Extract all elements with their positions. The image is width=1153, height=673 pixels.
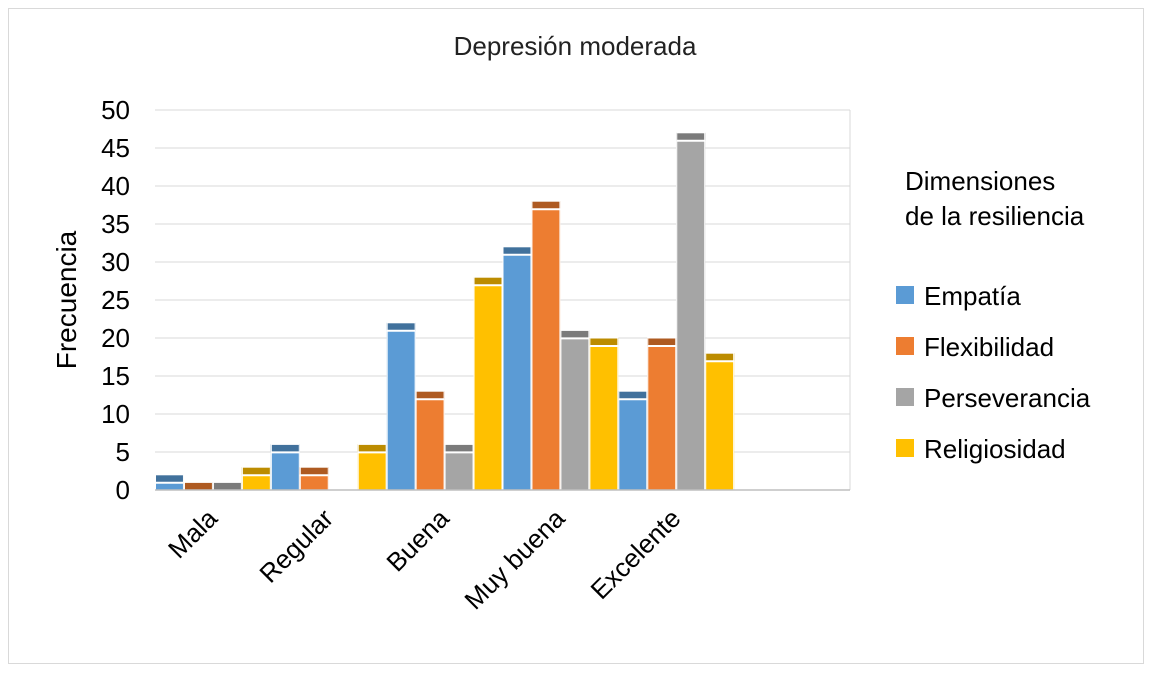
bar-cap bbox=[705, 353, 735, 362]
bar-body bbox=[705, 353, 735, 490]
x-tick-label: Regular bbox=[253, 503, 339, 589]
bar-cap bbox=[444, 444, 474, 453]
bar-cap bbox=[183, 482, 213, 490]
bar bbox=[299, 466, 329, 491]
bar-body bbox=[560, 330, 590, 490]
bar-body bbox=[589, 338, 619, 490]
legend-item: Religiosidad bbox=[896, 434, 1066, 464]
bar bbox=[270, 443, 300, 491]
y-tick-label: 5 bbox=[116, 437, 130, 467]
bar bbox=[531, 200, 561, 491]
bar bbox=[357, 443, 387, 491]
legend-label: Religiosidad bbox=[924, 434, 1066, 464]
legend: Dimensiones de la resiliencia Empatía Fle… bbox=[896, 166, 1091, 464]
y-tick-label: 25 bbox=[101, 285, 130, 315]
y-axis-ticks: 0 5 10 15 20 25 30 35 40 45 50 bbox=[101, 95, 130, 505]
bar bbox=[647, 337, 677, 491]
legend-title-line-1: Dimensiones bbox=[905, 166, 1055, 196]
chart-title: Depresión moderada bbox=[454, 31, 697, 61]
legend-swatch bbox=[896, 388, 914, 406]
y-tick-label: 15 bbox=[101, 361, 130, 391]
bar bbox=[155, 474, 184, 491]
legend-swatch bbox=[896, 286, 914, 304]
bar-cap bbox=[212, 482, 242, 490]
bar-body bbox=[647, 338, 677, 490]
bar-cap bbox=[531, 201, 561, 210]
bar bbox=[241, 466, 271, 491]
bar-cap bbox=[386, 322, 416, 331]
legend-item: Flexibilidad bbox=[896, 332, 1054, 362]
bar-cap bbox=[502, 246, 532, 255]
x-tick-label: Excelente bbox=[585, 503, 687, 605]
bar-cap bbox=[241, 467, 271, 476]
legend-item: Perseverancia bbox=[896, 383, 1091, 413]
x-tick-label: Muy buena bbox=[458, 503, 571, 616]
bar-cap bbox=[357, 444, 387, 453]
bar-body bbox=[502, 246, 532, 490]
bar bbox=[415, 390, 445, 491]
bars bbox=[155, 132, 735, 491]
y-axis-title: Frecuencia bbox=[51, 230, 82, 369]
y-tick-label: 40 bbox=[101, 171, 130, 201]
bar-cap bbox=[473, 277, 503, 286]
bar bbox=[560, 329, 590, 491]
bar-cap bbox=[676, 132, 706, 141]
bar-cap bbox=[155, 474, 184, 483]
bar bbox=[502, 246, 532, 491]
legend-title-line-2: de la resiliencia bbox=[905, 201, 1085, 231]
bar-body bbox=[386, 322, 416, 490]
bar-cap bbox=[270, 444, 300, 453]
y-tick-label: 35 bbox=[101, 209, 130, 239]
bar-cap bbox=[560, 330, 590, 339]
bar-cap bbox=[299, 467, 329, 476]
bar-body bbox=[676, 132, 706, 491]
bar bbox=[444, 443, 474, 491]
bar-cap bbox=[415, 391, 445, 400]
bar-cap bbox=[647, 338, 677, 346]
legend-label: Flexibilidad bbox=[924, 332, 1054, 362]
x-tick-label: Buena bbox=[380, 503, 455, 578]
x-tick-label: Mala bbox=[162, 503, 223, 564]
legend-label: Empatía bbox=[924, 281, 1021, 311]
bar bbox=[183, 481, 213, 491]
bar-cap bbox=[618, 391, 648, 400]
y-tick-label: 20 bbox=[101, 323, 130, 353]
legend-label: Perseverancia bbox=[924, 383, 1091, 413]
y-tick-label: 0 bbox=[116, 475, 130, 505]
bar bbox=[386, 322, 416, 491]
x-axis-ticks: Mala Regular Buena Muy buena Excelente bbox=[162, 503, 686, 616]
bar-body bbox=[618, 391, 648, 490]
bar bbox=[473, 276, 503, 491]
bar bbox=[676, 132, 706, 491]
y-tick-label: 30 bbox=[101, 247, 130, 277]
bar bbox=[589, 337, 619, 491]
bar bbox=[618, 390, 648, 491]
bar bbox=[212, 481, 242, 491]
bar-body bbox=[473, 277, 503, 490]
bar-body bbox=[531, 201, 561, 490]
legend-item: Empatía bbox=[896, 281, 1021, 311]
bar-body bbox=[415, 391, 445, 490]
y-tick-label: 45 bbox=[101, 133, 130, 163]
bar-cap bbox=[589, 338, 619, 346]
y-tick-label: 10 bbox=[101, 399, 130, 429]
y-tick-label: 50 bbox=[101, 95, 130, 125]
bar bbox=[705, 352, 735, 491]
legend-swatch bbox=[896, 337, 914, 355]
legend-swatch bbox=[896, 439, 914, 457]
